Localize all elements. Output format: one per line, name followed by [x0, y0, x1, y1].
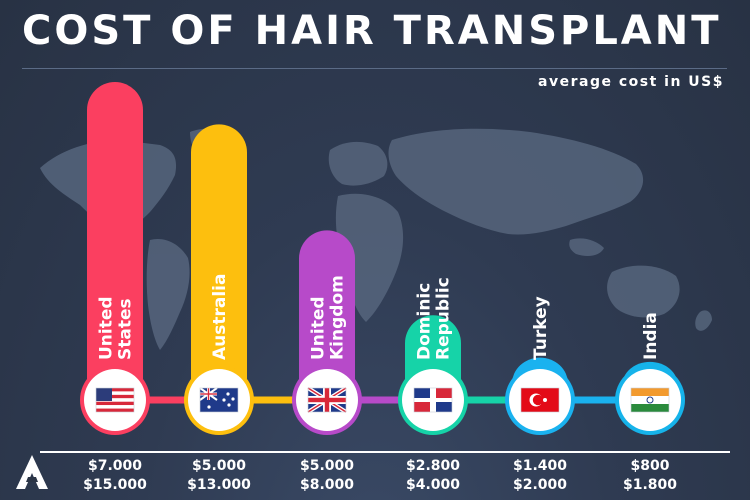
price-max-label: $8.000	[300, 477, 354, 493]
bar	[87, 82, 143, 410]
flag-au-icon	[199, 387, 239, 413]
flag-us-icon	[95, 387, 135, 413]
flag-in-icon	[630, 387, 670, 413]
bar-category-label: Australia	[210, 274, 230, 361]
title-divider	[22, 68, 727, 69]
logo-a-icon	[16, 455, 48, 489]
bar	[299, 230, 355, 410]
flag-uk-icon	[306, 386, 348, 414]
price-max-label: $4.000	[406, 477, 460, 493]
flag-tr-icon	[520, 387, 560, 413]
price-min-label: $2.800	[406, 458, 460, 474]
page-title: COST OF HAIR TRANSPLANT	[22, 8, 722, 54]
price-max-label: $15.000	[83, 477, 147, 493]
bar-category-label: Turkey	[531, 296, 551, 360]
price-min-label: $7.000	[88, 458, 142, 474]
price-max-label: $2.000	[513, 477, 567, 493]
bar-category-label: UnitedKingdom	[309, 275, 348, 360]
price-min-label: $800	[631, 458, 670, 474]
price-max-label: $1.800	[623, 477, 677, 493]
bar-category-label: DominicRepublic	[415, 277, 454, 360]
price-labels: $7.000 $15.000 $5.000 $13.000 $5.000 $8.000 $2…	[83, 458, 677, 493]
bar-category-label: UnitedStates	[97, 296, 136, 360]
price-min-label: $1.400	[513, 458, 567, 474]
flag-do-icon	[413, 387, 453, 413]
bar-category-label: India	[641, 312, 661, 360]
bar	[191, 124, 247, 411]
chart-subtitle: average cost in US$	[538, 74, 724, 90]
price-min-label: $5.000	[300, 458, 354, 474]
flags	[80, 365, 685, 435]
bar-labels: UnitedStates Australia UnitedKingdom Domini…	[97, 274, 662, 361]
price-max-label: $13.000	[187, 477, 251, 493]
price-min-label: $5.000	[192, 458, 246, 474]
